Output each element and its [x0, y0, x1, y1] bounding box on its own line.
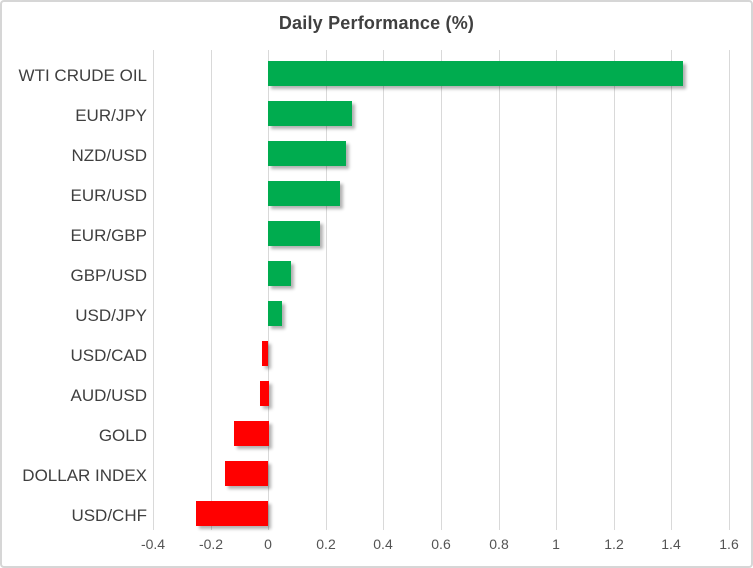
chart-row: USD/CAD	[2, 330, 751, 370]
bar-gold	[234, 421, 269, 446]
bar-eur-usd	[268, 181, 340, 206]
category-label: GOLD	[98, 426, 147, 445]
chart-row: DOLLAR INDEX	[2, 450, 751, 490]
x-tick-label: 1.2	[604, 536, 624, 552]
chart-row: AUD/USD	[2, 370, 751, 410]
category-label: USD/CAD	[70, 346, 147, 365]
category-label: GBP/USD	[70, 266, 147, 285]
chart-row: EUR/JPY	[2, 90, 751, 130]
category-label: USD/JPY	[75, 306, 147, 325]
gridline-1.2	[614, 50, 615, 530]
category-label: AUD/USD	[70, 386, 147, 405]
category-label: NZD/USD	[71, 146, 147, 165]
x-tick-label: 1	[552, 536, 560, 552]
bar-usd-jpy	[268, 301, 282, 326]
gridline-0.4	[383, 50, 384, 530]
chart-row: USD/CHF	[2, 490, 751, 530]
gridline-0.8	[499, 50, 500, 530]
gridline-0	[268, 50, 269, 530]
category-label: EUR/USD	[70, 186, 147, 205]
x-tick-label: 0.8	[489, 536, 509, 552]
x-tick-label: 0.6	[431, 536, 451, 552]
bar-eur-jpy	[268, 101, 352, 126]
chart-row: USD/JPY	[2, 290, 751, 330]
x-tick-label: 0	[264, 536, 272, 552]
chart-row: GOLD	[2, 410, 751, 450]
bar-usd-chf	[196, 501, 268, 526]
gridline-1.4	[671, 50, 672, 530]
gridline-1.6	[729, 50, 730, 530]
chart-row: WTI CRUDE OIL	[2, 50, 751, 90]
bar-nzd-usd	[268, 141, 346, 166]
gridline--0.4	[153, 50, 154, 530]
x-tick-label: -0.4	[140, 536, 166, 552]
category-label: USD/CHF	[71, 506, 147, 525]
bar-wti-crude-oil	[268, 61, 683, 86]
category-label: DOLLAR INDEX	[22, 466, 147, 485]
gridline-0.2	[326, 50, 327, 530]
gridline-0.6	[441, 50, 442, 530]
chart-title: Daily Performance (%)	[278, 13, 475, 33]
x-tick-label: 0.2	[316, 536, 336, 552]
bar-dollar-index	[225, 461, 268, 486]
x-tick-label: -0.2	[198, 536, 224, 552]
category-label: EUR/GBP	[70, 226, 147, 245]
x-tick-label: 1.6	[719, 536, 739, 552]
chart-row: EUR/USD	[2, 170, 751, 210]
gridline--0.2	[211, 50, 212, 530]
category-label: EUR/JPY	[75, 106, 147, 125]
bar-usd-cad	[262, 341, 268, 366]
bar-eur-gbp	[268, 221, 320, 246]
gridline-1	[556, 50, 557, 530]
bar-gbp-usd	[268, 261, 291, 286]
x-tick-label: 0.4	[373, 536, 393, 552]
chart-row: EUR/GBP	[2, 210, 751, 250]
x-tick-label: 1.4	[661, 536, 681, 552]
bar-aud-usd	[260, 381, 269, 406]
chart-row: NZD/USD	[2, 130, 751, 170]
chart-row: GBP/USD	[2, 250, 751, 290]
category-label: WTI CRUDE OIL	[18, 66, 147, 85]
